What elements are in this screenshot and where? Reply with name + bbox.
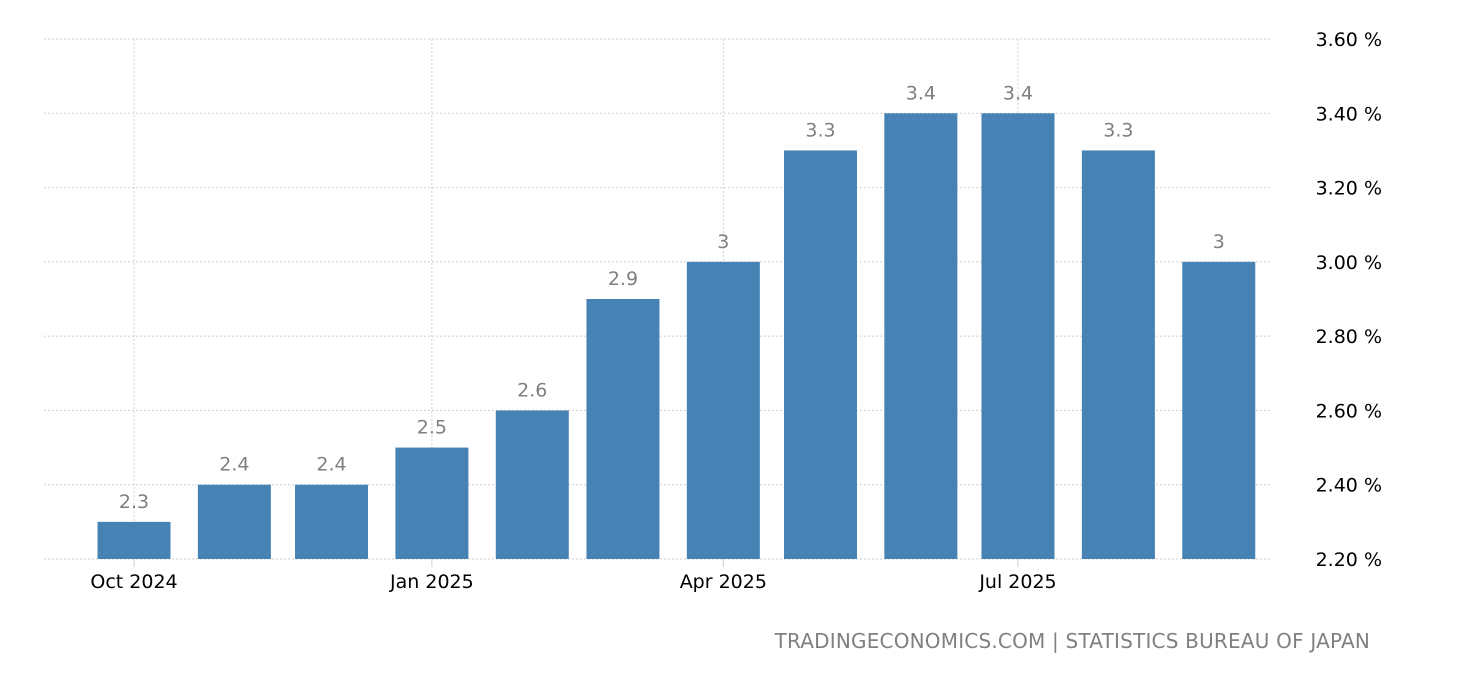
y-tick-label: 3.40 % bbox=[1316, 103, 1382, 125]
bar bbox=[884, 113, 958, 560]
bar bbox=[395, 447, 469, 559]
y-tick-label: 3.00 % bbox=[1316, 252, 1382, 274]
bar bbox=[197, 484, 271, 559]
source-credit: TRADINGECONOMICS.COM | STATISTICS BUREAU… bbox=[774, 629, 1370, 653]
bar bbox=[295, 484, 369, 559]
y-tick-label: 2.20 % bbox=[1316, 549, 1382, 571]
y-tick-label: 3.60 % bbox=[1316, 29, 1382, 51]
data-label: 3.4 bbox=[1003, 82, 1033, 104]
bar bbox=[586, 299, 660, 559]
data-label: 2.9 bbox=[608, 268, 638, 290]
x-tick-label: Apr 2025 bbox=[680, 571, 767, 593]
data-label: 3.4 bbox=[906, 82, 936, 104]
data-label: 2.5 bbox=[417, 417, 447, 439]
data-label: 3.3 bbox=[805, 119, 835, 141]
x-tick-label: Oct 2024 bbox=[90, 571, 177, 593]
data-label: 3.3 bbox=[1103, 119, 1133, 141]
bar bbox=[686, 261, 760, 559]
y-tick-label: 2.80 % bbox=[1316, 326, 1382, 348]
data-label: 2.3 bbox=[119, 491, 149, 513]
data-label: 3 bbox=[1213, 231, 1225, 253]
y-tick-label: 2.40 % bbox=[1316, 475, 1382, 497]
data-label: 2.4 bbox=[219, 454, 249, 476]
data-label: 3 bbox=[717, 231, 729, 253]
bar bbox=[97, 521, 171, 559]
bar bbox=[783, 150, 857, 559]
bar bbox=[981, 113, 1055, 560]
data-label: 2.4 bbox=[316, 454, 346, 476]
bar bbox=[495, 410, 569, 559]
y-tick-label: 3.20 % bbox=[1316, 178, 1382, 200]
data-label: 2.6 bbox=[517, 379, 547, 401]
x-tick-label: Jul 2025 bbox=[978, 571, 1056, 593]
bar bbox=[1081, 150, 1155, 559]
y-tick-label: 2.60 % bbox=[1316, 400, 1382, 422]
x-tick-label: Jan 2025 bbox=[389, 571, 474, 593]
bar bbox=[1182, 261, 1256, 559]
